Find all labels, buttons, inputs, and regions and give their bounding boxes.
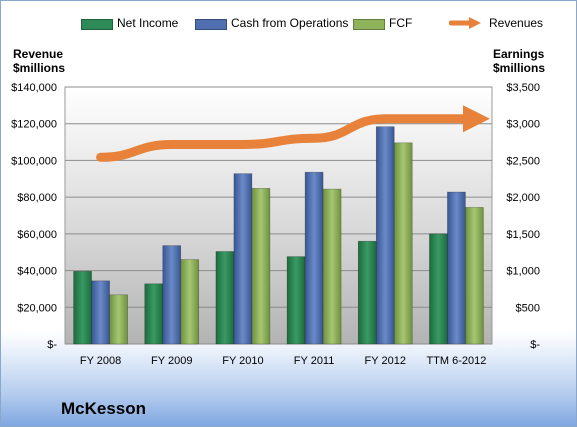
- bar-net-income: [357, 240, 377, 345]
- legend-label: Cash from Operations: [231, 16, 349, 30]
- right-tick-label: $-: [530, 339, 540, 351]
- bar-fcf: [393, 142, 413, 345]
- x-tick-label: FY 2011: [294, 355, 335, 367]
- bar-cash-from-operations: [375, 126, 395, 345]
- right-tick-label: $500: [516, 302, 540, 314]
- legend-label: FCF: [389, 16, 413, 30]
- left-tick-label: $100,000: [11, 155, 57, 167]
- left-tick-label: $20,000: [17, 302, 57, 314]
- left-tick-label: $-: [47, 339, 57, 351]
- right-tick-label: $3,000: [506, 119, 540, 131]
- x-tick-label: FY 2008: [80, 355, 121, 367]
- legend-swatch: [449, 17, 481, 29]
- x-axis-ticks: FY 2008 FY 2009 FY 2010 FY 2011 FY 2012 TTM 6…: [80, 355, 486, 367]
- bar-fcf: [180, 259, 200, 345]
- right-axis-title: Earnings $millions: [493, 47, 546, 75]
- bar-fcf: [465, 207, 484, 345]
- plot-area: [64, 86, 493, 345]
- right-tick-label: $3,500: [506, 82, 540, 94]
- right-tick-label: $2,000: [506, 192, 540, 204]
- revenue-line-path: [96, 105, 490, 162]
- bar-fcf: [251, 188, 271, 345]
- bar-cash-from-operations: [233, 173, 253, 345]
- bar-cash-from-operations: [91, 280, 110, 345]
- right-tick-label: $1,500: [506, 229, 540, 241]
- bar-cash-from-operations: [162, 245, 182, 345]
- left-tick-label: $80,000: [17, 192, 57, 204]
- right-axis-ticks: $- $500 $1,000 $1,500 $2,000 $2,500 $3,000 $3,5…: [506, 82, 540, 351]
- right-tick-label: $1,000: [506, 266, 540, 278]
- x-tick-label: FY 2012: [365, 355, 406, 367]
- bar-net-income: [429, 233, 448, 345]
- bar-cash-from-operations: [447, 191, 466, 345]
- bar-net-income: [286, 256, 306, 345]
- legend-label: Revenues: [489, 16, 544, 30]
- left-tick-label: $120,000: [11, 119, 57, 131]
- bars: [73, 126, 484, 345]
- bar-cash-from-operations: [304, 171, 324, 345]
- legend-swatch: [81, 19, 113, 30]
- x-tick-label: TTM 6-2012: [426, 355, 486, 367]
- right-tick-label: $2,500: [506, 155, 540, 167]
- left-tick-label: $40,000: [17, 266, 57, 278]
- left-axis-ticks: $- $20,000 $40,000 $60,000 $80,000 $100,000 $1…: [11, 82, 57, 351]
- bar-fcf: [322, 188, 342, 345]
- legend-swatch: [195, 19, 227, 30]
- legend-label: Net Income: [117, 16, 179, 30]
- legend-swatch: [353, 19, 385, 30]
- revenue-line: [96, 105, 490, 162]
- left-tick-label: $60,000: [17, 229, 57, 241]
- gridlines: [65, 86, 492, 345]
- x-tick-label: FY 2010: [222, 355, 263, 367]
- left-tick-label: $140,000: [11, 82, 57, 94]
- company-name: McKesson: [61, 399, 147, 418]
- bar-fcf: [109, 294, 128, 345]
- bar-net-income: [215, 251, 235, 345]
- left-axis-title: Revenue $millions: [13, 47, 66, 75]
- bar-net-income: [144, 283, 164, 345]
- bar-net-income: [73, 271, 92, 345]
- x-tick-label: FY 2009: [151, 355, 192, 367]
